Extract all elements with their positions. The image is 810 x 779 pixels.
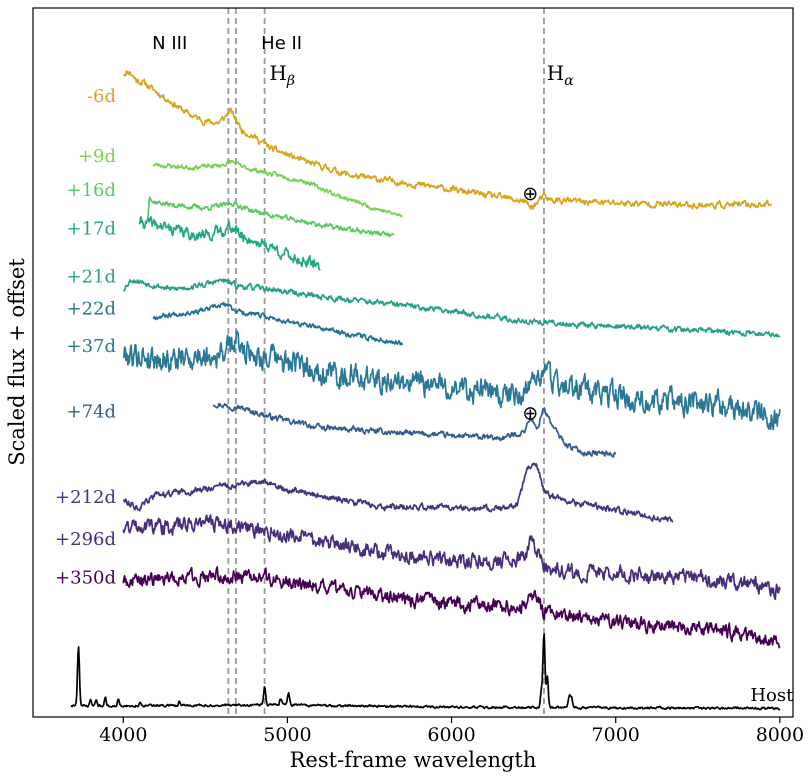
series-label: +296d	[55, 529, 116, 550]
plot-frame	[32, 7, 794, 718]
series-label: +350d	[55, 567, 116, 588]
spectrum-line	[152, 301, 404, 346]
x-axis: 4000 5000 6000 7000 8000	[99, 717, 804, 746]
series-label: +37d	[66, 336, 116, 357]
x-tick-label: 5000	[263, 724, 311, 746]
line-label: Hβ	[269, 61, 295, 89]
series-label: +17d	[66, 218, 116, 239]
x-tick-label: 6000	[427, 724, 475, 746]
line-markers	[227, 8, 545, 717]
y-axis-label: Scaled flux + offset	[5, 258, 29, 466]
series-label: +21d	[66, 267, 116, 288]
series-label: +212d	[55, 487, 116, 508]
spectrum-line	[122, 514, 781, 601]
spectrum-line	[138, 216, 321, 271]
spectrum-line	[212, 402, 617, 458]
line-label: He II	[261, 33, 302, 54]
series-label: Host	[750, 685, 794, 706]
telluric-marker: ⊕	[522, 403, 538, 425]
x-tick-label: 4000	[99, 724, 147, 746]
line-label: Hα	[547, 61, 574, 89]
x-tick-label: 7000	[592, 724, 640, 746]
telluric-marker: ⊕	[522, 183, 538, 205]
series-label: +16d	[66, 180, 116, 201]
spectra-series	[70, 70, 781, 711]
spectrum-line	[122, 330, 781, 431]
x-tick-label: 8000	[756, 724, 804, 746]
spectrum-line	[152, 159, 403, 218]
series-label: +74d	[66, 401, 116, 422]
x-axis-label: Rest-frame wavelength	[290, 748, 537, 772]
spectrum-line	[122, 278, 781, 338]
telluric-markers: ⊕⊕	[522, 183, 538, 425]
spectrum-line	[122, 566, 781, 649]
line-labels: N III He II Hβ Hα	[152, 33, 574, 89]
spectrum-line	[147, 196, 395, 238]
series-labels: -6d +9d +16d +17d +21d +22d +37d +74d +212d +296d…	[55, 86, 794, 706]
series-label: -6d	[87, 86, 116, 107]
series-label: +9d	[78, 146, 116, 167]
spectrum-line	[122, 70, 773, 210]
line-label: N III	[152, 33, 187, 54]
spectrum-line	[70, 633, 781, 711]
spectrum-line	[122, 462, 674, 523]
series-label: +22d	[66, 299, 116, 320]
